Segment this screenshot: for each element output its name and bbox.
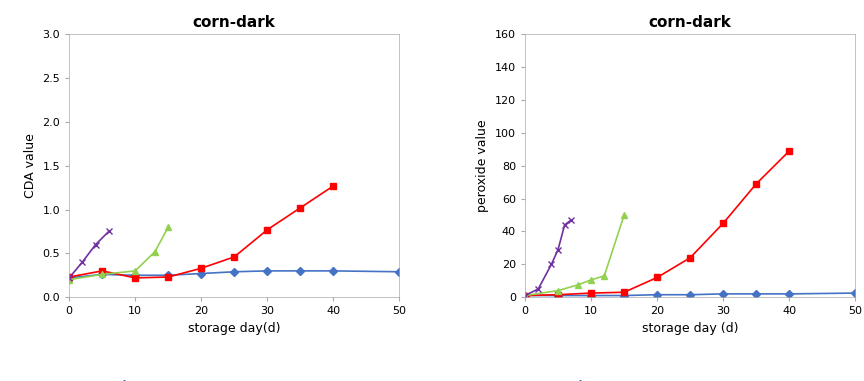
20°C [785, 291, 795, 296]
60°C [64, 277, 74, 282]
X-axis label: storage day(d): storage day(d) [188, 322, 281, 335]
60°C [586, 278, 596, 282]
20°C [619, 293, 629, 298]
20°C [718, 291, 728, 296]
40°C [520, 293, 530, 298]
20°C [229, 269, 239, 274]
40°C [295, 205, 306, 210]
20°C [394, 269, 404, 274]
40°C [619, 290, 629, 295]
20°C [553, 293, 563, 298]
Y-axis label: peroxide value: peroxide value [476, 119, 489, 212]
40°C [751, 181, 761, 186]
20°C [520, 293, 530, 298]
20°C [130, 273, 140, 277]
20°C [652, 293, 663, 297]
80°C [553, 247, 563, 252]
20°C [751, 291, 761, 296]
40°C [785, 149, 795, 153]
Line: 20°C: 20°C [67, 268, 403, 281]
40°C [130, 275, 140, 280]
60°C [599, 274, 609, 278]
60°C [130, 269, 140, 273]
20°C [163, 273, 174, 277]
80°C [104, 229, 114, 234]
20°C [328, 269, 339, 273]
40°C [163, 275, 174, 279]
60°C [573, 283, 583, 287]
40°C [685, 255, 696, 260]
Legend: 20°C, 40°C, 60°C, 80°C: 20°C, 40°C, 60°C, 80°C [109, 376, 360, 381]
Y-axis label: CDA value: CDA value [24, 133, 37, 198]
80°C [520, 293, 530, 298]
40°C [652, 275, 663, 280]
60°C [97, 272, 107, 277]
40°C [97, 269, 107, 273]
Line: 60°C: 60°C [67, 224, 171, 282]
40°C [196, 266, 206, 271]
Line: 80°C: 80°C [522, 217, 574, 298]
20°C [97, 272, 107, 277]
40°C [64, 275, 74, 279]
Line: 80°C: 80°C [67, 229, 111, 281]
Title: corn-dark: corn-dark [649, 15, 732, 30]
40°C [229, 255, 239, 259]
80°C [566, 218, 576, 222]
80°C [560, 223, 570, 227]
40°C [328, 184, 339, 188]
40°C [262, 227, 272, 232]
60°C [553, 288, 563, 293]
40°C [553, 293, 563, 297]
20°C [64, 275, 74, 280]
Title: corn-dark: corn-dark [193, 15, 276, 30]
20°C [295, 269, 306, 273]
80°C [546, 262, 556, 267]
60°C [163, 225, 174, 229]
80°C [533, 287, 543, 291]
Line: 40°C: 40°C [522, 148, 792, 298]
20°C [262, 269, 272, 273]
80°C [64, 275, 74, 280]
X-axis label: storage day (d): storage day (d) [642, 322, 739, 335]
20°C [850, 291, 861, 295]
60°C [149, 249, 160, 254]
60°C [520, 293, 530, 298]
20°C [586, 293, 596, 298]
80°C [91, 242, 101, 247]
Legend: 20°C, 40°C, 60°C, 80°C: 20°C, 40°C, 60°C, 80°C [564, 376, 816, 381]
40°C [718, 221, 728, 226]
Line: 20°C: 20°C [522, 290, 858, 298]
60°C [619, 213, 629, 217]
Line: 40°C: 40°C [67, 183, 336, 281]
40°C [586, 291, 596, 295]
20°C [196, 271, 206, 276]
Line: 60°C: 60°C [522, 212, 627, 298]
80°C [77, 260, 87, 264]
20°C [685, 293, 696, 297]
